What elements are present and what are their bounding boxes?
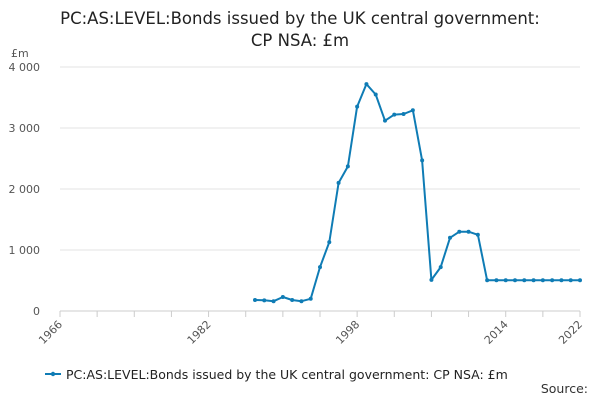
x-tick-label: 1966 [36, 318, 65, 347]
chart-title-line-2: CP NSA: £m [250, 31, 350, 50]
data-point[interactable] [466, 229, 471, 234]
data-point[interactable] [327, 240, 332, 245]
legend-label: PC:AS:LEVEL:Bonds issued by the UK centr… [66, 366, 508, 382]
data-point[interactable] [345, 164, 350, 169]
data-point[interactable] [410, 108, 415, 113]
data-point[interactable] [485, 278, 490, 283]
x-tick-label: 2022 [556, 318, 585, 347]
y-axis-label: £m [11, 47, 29, 60]
y-tick-label: 0 [33, 305, 40, 318]
y-tick-label: 3 000 [9, 122, 41, 135]
data-point[interactable] [253, 298, 257, 303]
data-point[interactable] [401, 111, 406, 116]
data-point[interactable] [448, 235, 452, 240]
source-label: Source: [540, 381, 588, 396]
axes [59, 310, 581, 317]
data-point[interactable] [392, 112, 397, 117]
data-point[interactable] [475, 232, 480, 237]
data-point[interactable] [420, 158, 425, 163]
data-point[interactable] [262, 298, 267, 303]
x-tick-label: 1982 [185, 318, 214, 347]
y-axis-tick-labels: 0 1 000 2 000 3 000 4 000 [9, 61, 41, 318]
data-point[interactable] [318, 265, 322, 270]
data-point[interactable] [578, 278, 582, 283]
data-point[interactable] [299, 299, 304, 304]
data-point[interactable] [550, 278, 555, 283]
data-point[interactable] [336, 180, 341, 185]
data-point[interactable] [308, 296, 313, 301]
data-point[interactable] [364, 82, 369, 87]
legend[interactable]: PC:AS:LEVEL:Bonds issued by the UK centr… [44, 365, 508, 383]
series-line [254, 83, 580, 303]
x-tick-label: 2014 [482, 318, 511, 347]
data-point[interactable] [568, 278, 573, 283]
x-axis-tick-labels: 1966 1982 1998 2014 2022 [36, 318, 585, 347]
data-point[interactable] [503, 278, 508, 283]
y-tick-label: 4 000 [9, 61, 41, 74]
series-group [253, 82, 582, 304]
data-point[interactable] [438, 265, 443, 270]
data-point[interactable] [429, 277, 434, 282]
data-point[interactable] [271, 299, 276, 304]
y-tick-label: 1 000 [9, 244, 41, 257]
chart-title-line-1: PC:AS:LEVEL:Bonds issued by the UK centr… [60, 9, 540, 28]
data-point[interactable] [531, 278, 536, 283]
x-tick-label: 1998 [333, 318, 362, 347]
data-point[interactable] [383, 118, 387, 123]
data-point[interactable] [373, 92, 378, 97]
data-point[interactable] [457, 229, 462, 234]
data-point[interactable] [559, 278, 564, 283]
chart-title: PC:AS:LEVEL:Bonds issued by the UK centr… [0, 8, 600, 52]
data-point[interactable] [522, 278, 527, 283]
data-point[interactable] [540, 278, 545, 283]
legend-swatch-icon [45, 371, 61, 377]
data-point[interactable] [355, 104, 360, 109]
data-point[interactable] [494, 278, 499, 283]
grid-lines [60, 66, 580, 251]
y-tick-label: 2 000 [9, 183, 41, 196]
data-point[interactable] [290, 298, 295, 303]
data-point[interactable] [280, 294, 285, 299]
data-point[interactable] [513, 278, 517, 283]
